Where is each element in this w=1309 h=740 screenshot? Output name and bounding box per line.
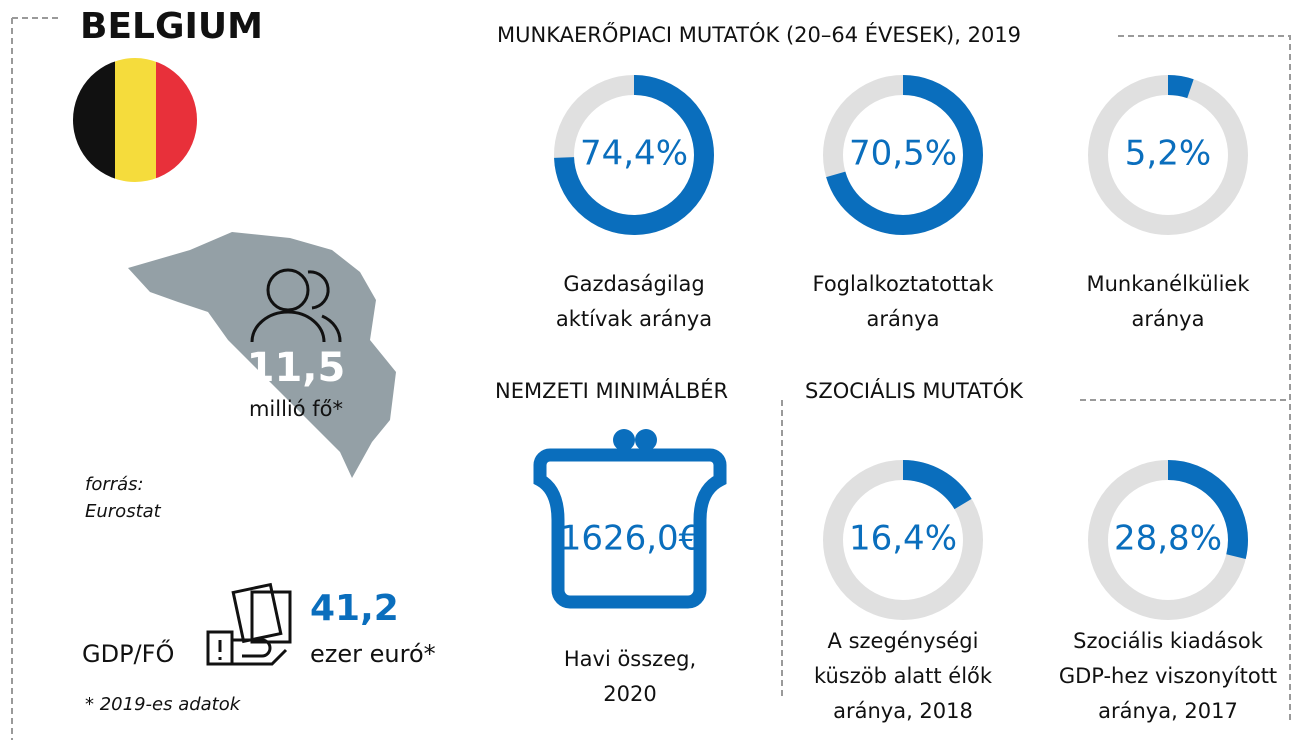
wage-value: 1626,0€ bbox=[560, 519, 701, 559]
section-title: SZOCIÁLIS MUTATÓK bbox=[805, 378, 1024, 403]
donut-arc bbox=[823, 460, 983, 620]
flag bbox=[73, 58, 197, 182]
gdp-unit: ezer euró* bbox=[310, 640, 436, 668]
population-value: 11,5 bbox=[247, 345, 346, 391]
purse-icon bbox=[533, 429, 727, 609]
donut-value: 16,4% bbox=[849, 519, 957, 559]
frame-left bbox=[11, 17, 62, 740]
indicator-label: 2020 bbox=[603, 682, 656, 706]
donut-arc bbox=[554, 75, 714, 235]
donut-arc bbox=[823, 75, 983, 235]
donut-arc bbox=[1088, 460, 1248, 620]
population-unit: millió fő* bbox=[249, 397, 343, 421]
indicator-label: Havi összeg, bbox=[564, 647, 696, 671]
indicator-label: aránya bbox=[1132, 307, 1205, 331]
section-title: NEMZETI MINIMÁLBÉR bbox=[495, 378, 728, 403]
donut-arc bbox=[1088, 75, 1248, 235]
indicator-label: Foglalkoztatottak bbox=[812, 272, 994, 296]
frame-right bbox=[1118, 35, 1291, 720]
people-icon bbox=[250, 268, 342, 343]
indicator-label: aránya, 2018 bbox=[833, 699, 973, 723]
donut-value: 5,2% bbox=[1125, 134, 1211, 174]
source: forrás: bbox=[85, 474, 144, 495]
donut-value: 28,8% bbox=[1114, 519, 1222, 559]
indicator-label: aktívak aránya bbox=[556, 307, 712, 331]
indicator-label: küszöb alatt élők bbox=[814, 664, 993, 688]
section-title: MUNKAERŐPIACI MUTATÓK (20–64 ÉVESEK), 20… bbox=[497, 22, 1021, 47]
indicator-label: aránya bbox=[867, 307, 940, 331]
source: Eurostat bbox=[85, 501, 162, 522]
indicator-label: GDP-hez viszonyított bbox=[1059, 664, 1277, 688]
gdp-value: 41,2 bbox=[310, 588, 399, 629]
footnote: * 2019-es adatok bbox=[85, 694, 242, 715]
donut-value: 74,4% bbox=[580, 134, 688, 174]
country: BELGIUM bbox=[80, 6, 263, 47]
money-icon bbox=[206, 582, 292, 666]
donut-value: 70,5% bbox=[849, 134, 957, 174]
indicator-label: aránya, 2017 bbox=[1098, 699, 1238, 723]
indicator-label: Gazdaságilag bbox=[563, 272, 704, 296]
gdp-label: GDP/FŐ bbox=[82, 638, 174, 668]
indicator-label: A szegénységi bbox=[828, 629, 979, 653]
indicator-label: Munkanélküliek bbox=[1086, 272, 1250, 296]
indicator-label: Szociális kiadások bbox=[1073, 629, 1264, 653]
